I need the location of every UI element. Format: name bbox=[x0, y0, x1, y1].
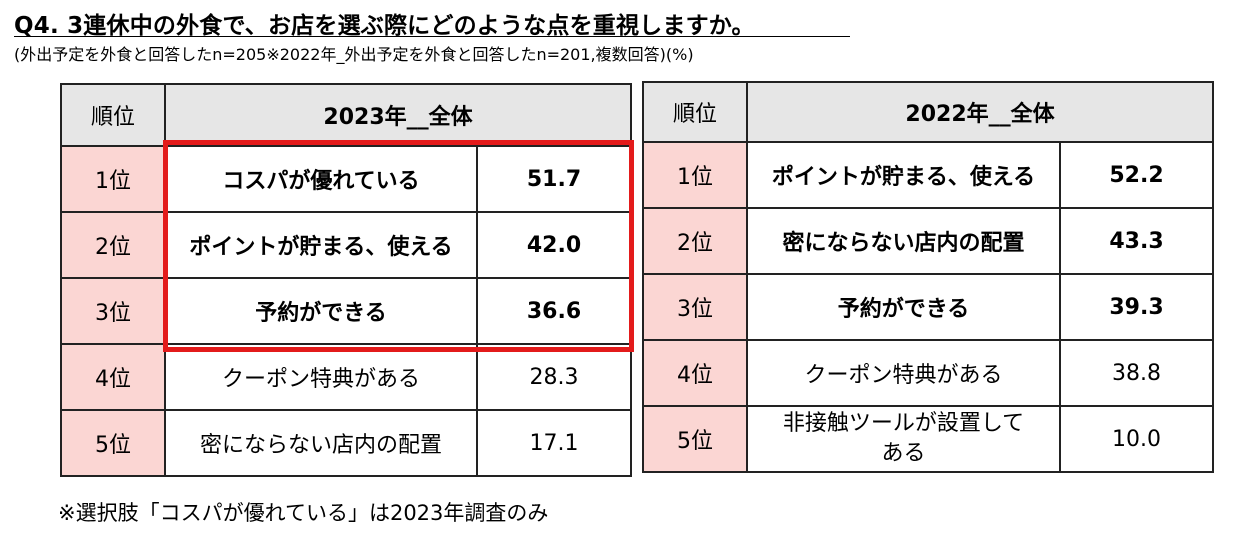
value-cell: 10.0 bbox=[1058, 405, 1215, 473]
rank-cell: 4位 bbox=[642, 339, 748, 407]
table-row: 3位 予約ができる 39.3 bbox=[642, 273, 1215, 341]
top3-highlight-box bbox=[163, 140, 634, 352]
table-row: 4位 クーポン特典がある 28.3 bbox=[60, 343, 633, 411]
rank-cell: 3位 bbox=[60, 277, 166, 345]
rank-cell: 4位 bbox=[60, 343, 166, 411]
value-cell: 52.2 bbox=[1058, 141, 1215, 209]
value-cell: 42.0 bbox=[475, 211, 633, 279]
rank-cell: 2位 bbox=[642, 207, 748, 275]
item-cell: 密にならない店内の配置 bbox=[746, 207, 1061, 275]
table-row: 1位 ポイントが貯まる、使える 52.2 bbox=[642, 141, 1215, 209]
page-subtitle: (外出予定を外食と回答したn=205※2022年_外出予定を外食と回答したn=2… bbox=[14, 45, 694, 64]
item-cell-line: 非接触ツールが設置して bbox=[782, 411, 1025, 436]
table-row: 4位 クーポン特典がある 38.8 bbox=[642, 339, 1215, 407]
item-cell: クーポン特典がある bbox=[746, 339, 1061, 407]
ranking-table-2022: 順位 2022年__全体 1位 ポイントが貯まる、使える 52.2 2位 密にな… bbox=[642, 81, 1215, 473]
item-cell: 密にならない店内の配置 bbox=[164, 409, 478, 477]
page-title: Q4. 3連休中の外食で、お店を選ぶ際にどのような点を重視しますか。 bbox=[14, 13, 755, 39]
value-cell: 17.1 bbox=[475, 409, 633, 477]
title-underline bbox=[14, 36, 850, 37]
rank-header: 順位 bbox=[60, 83, 166, 147]
value-cell: 43.3 bbox=[1058, 207, 1215, 275]
rank-cell: 5位 bbox=[642, 405, 748, 473]
item-cell: 非接触ツールが設置して ある bbox=[746, 405, 1061, 473]
rank-cell: 5位 bbox=[60, 409, 166, 477]
rank-cell: 1位 bbox=[60, 145, 166, 213]
item-cell: ポイントが貯まる、使える bbox=[746, 141, 1061, 209]
table-row: 2位 ポイントが貯まる、使える 42.0 bbox=[60, 211, 633, 279]
value-cell: 39.3 bbox=[1058, 273, 1215, 341]
rank-header: 順位 bbox=[642, 81, 748, 143]
table-row: 2位 密にならない店内の配置 43.3 bbox=[642, 207, 1215, 275]
value-cell: 28.3 bbox=[475, 343, 633, 411]
table-title-2023: 2023年__全体 bbox=[163, 83, 633, 147]
footnote: ※選択肢「コスパが優れている」は2023年調査のみ bbox=[58, 501, 549, 525]
table-row: 5位 非接触ツールが設置して ある 10.0 bbox=[642, 405, 1215, 473]
table-title-2022: 2022年__全体 bbox=[745, 81, 1215, 143]
rank-cell: 2位 bbox=[60, 211, 166, 279]
value-cell: 36.6 bbox=[475, 277, 633, 345]
item-cell: コスパが優れている bbox=[164, 145, 478, 213]
item-cell: クーポン特典がある bbox=[164, 343, 478, 411]
item-cell: ポイントが貯まる、使える bbox=[164, 211, 478, 279]
item-cell: 予約ができる bbox=[164, 277, 478, 345]
item-cell-line: ある bbox=[881, 441, 926, 466]
value-cell: 38.8 bbox=[1058, 339, 1215, 407]
table-row: 3位 予約ができる 36.6 bbox=[60, 277, 633, 345]
ranking-table-2023: 順位 2023年__全体 1位 コスパが優れている 51.7 2位 ポイントが貯… bbox=[60, 83, 633, 477]
item-cell: 予約ができる bbox=[746, 273, 1061, 341]
rank-cell: 3位 bbox=[642, 273, 748, 341]
rank-cell: 1位 bbox=[642, 141, 748, 209]
table-row: 5位 密にならない店内の配置 17.1 bbox=[60, 409, 633, 477]
